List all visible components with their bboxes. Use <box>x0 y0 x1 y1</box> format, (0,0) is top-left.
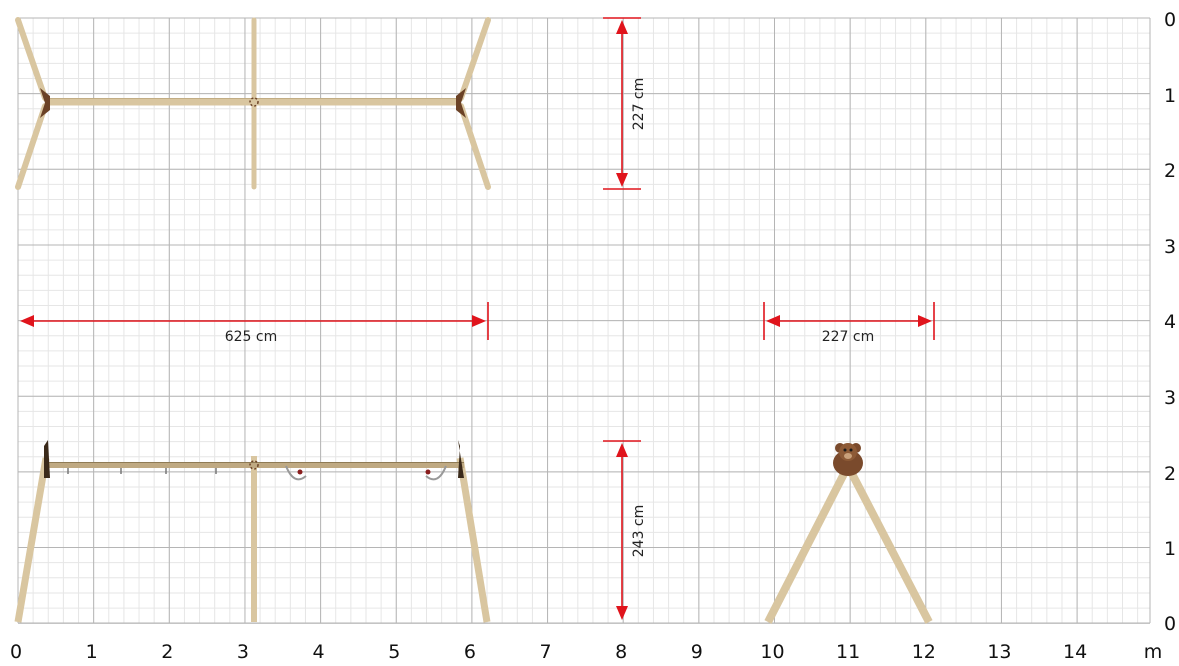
x-tick-0: 0 <box>10 641 22 662</box>
dim-length-arrow-left <box>20 315 34 327</box>
side-view-frame <box>764 443 933 624</box>
front-view-frame <box>14 440 491 623</box>
side-right-leg <box>844 464 933 624</box>
top-right-bracket <box>456 88 466 118</box>
x-tick-10: 10 <box>760 641 784 662</box>
x-axis-unit: m <box>1144 641 1163 662</box>
swing-seat-1 <box>285 465 307 481</box>
side-left-leg <box>764 464 852 624</box>
top-left-leg-lower <box>15 103 48 190</box>
x-tick-4: 4 <box>313 641 325 662</box>
x-tick-2: 2 <box>161 641 173 662</box>
dim-depth-arrow-bottom <box>616 173 628 187</box>
y-tick-bottom-3: 3 <box>1164 387 1176 409</box>
front-middle-joint <box>249 460 259 470</box>
dim-width-label: 227 cm <box>822 329 875 345</box>
swing-seat-2-chain <box>425 469 431 475</box>
y-tick-top-1: 1 <box>1164 85 1176 107</box>
front-right-cap <box>458 440 464 478</box>
x-axis-ticks: 0 1 2 3 4 5 6 7 8 9 10 11 12 13 14 <box>10 641 1087 663</box>
dim-height-label: 243 cm <box>631 505 647 558</box>
dim-width-arrow-right <box>918 315 932 327</box>
x-tick-14: 14 <box>1063 641 1087 662</box>
x-tick-6: 6 <box>464 641 476 662</box>
x-tick-3: 3 <box>237 641 249 662</box>
top-right-leg-lower <box>458 103 491 190</box>
y-tick-bottom-1: 1 <box>1164 538 1176 560</box>
swing-seat-1-chain <box>297 469 303 475</box>
x-tick-1: 1 <box>86 641 98 662</box>
swing-seat-2 <box>425 465 447 481</box>
y-tick-mid-4: 4 <box>1164 311 1176 333</box>
y-tick-bottom-2: 2 <box>1164 463 1176 485</box>
y-tick-bottom-0: 0 <box>1164 613 1176 635</box>
bear-head-icon <box>833 443 863 476</box>
swing-hooks <box>67 468 217 474</box>
top-right-leg-upper <box>458 17 491 101</box>
x-tick-11: 11 <box>836 641 860 662</box>
dim-depth-label: 227 cm <box>631 78 647 131</box>
dimension-lines <box>26 17 935 614</box>
x-tick-5: 5 <box>388 641 400 662</box>
top-left-leg-upper <box>15 17 48 101</box>
x-tick-7: 7 <box>540 641 552 662</box>
dim-width-arrow-left <box>766 315 780 327</box>
dimension-arrows <box>20 20 932 620</box>
top-middle-joint <box>249 97 259 107</box>
x-tick-13: 13 <box>987 641 1011 662</box>
top-left-bracket <box>40 88 50 118</box>
dim-length-label: 625 cm <box>225 329 278 345</box>
y-tick-top-0: 0 <box>1164 9 1176 31</box>
top-view-frame <box>15 17 491 190</box>
front-left-leg <box>14 457 50 623</box>
front-left-cap <box>44 440 50 478</box>
dim-depth-arrow-top <box>616 20 628 34</box>
dim-length-arrow-right <box>472 315 486 327</box>
y-tick-top-3: 3 <box>1164 236 1176 258</box>
x-tick-8: 8 <box>615 641 627 662</box>
x-tick-12: 12 <box>912 641 936 662</box>
front-right-leg <box>456 457 491 623</box>
dim-height-arrow-top <box>616 443 628 457</box>
dim-height-arrow-bottom <box>616 606 628 620</box>
y-tick-top-2: 2 <box>1164 160 1176 182</box>
x-tick-9: 9 <box>691 641 703 662</box>
